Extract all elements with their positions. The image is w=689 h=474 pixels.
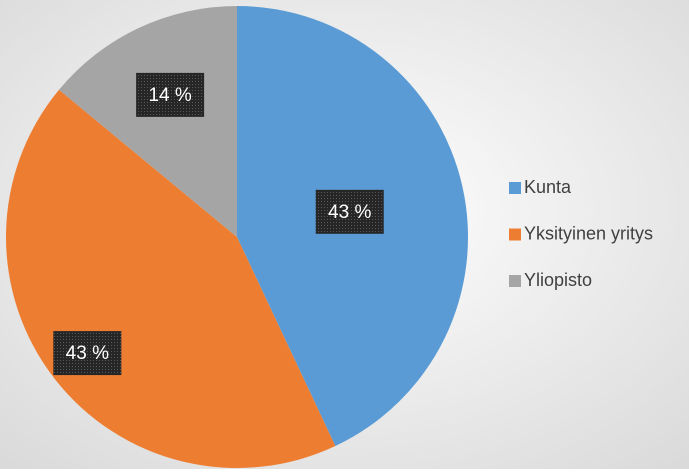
legend-swatch	[509, 275, 521, 287]
legend-label: Yksityinen yritys	[524, 223, 653, 243]
data-label-box	[53, 331, 122, 376]
legend-swatch	[509, 228, 521, 241]
data-label-box	[136, 72, 205, 117]
legend-swatch	[509, 182, 521, 194]
data-label: 43 %	[328, 202, 371, 223]
data-label: 43 %	[66, 343, 109, 364]
legend-label: Yliopisto	[524, 270, 592, 290]
pie-slice	[59, 6, 237, 237]
data-label-box	[315, 189, 384, 234]
legend-label: Kunta	[524, 177, 572, 197]
data-label: 14 %	[148, 85, 191, 106]
